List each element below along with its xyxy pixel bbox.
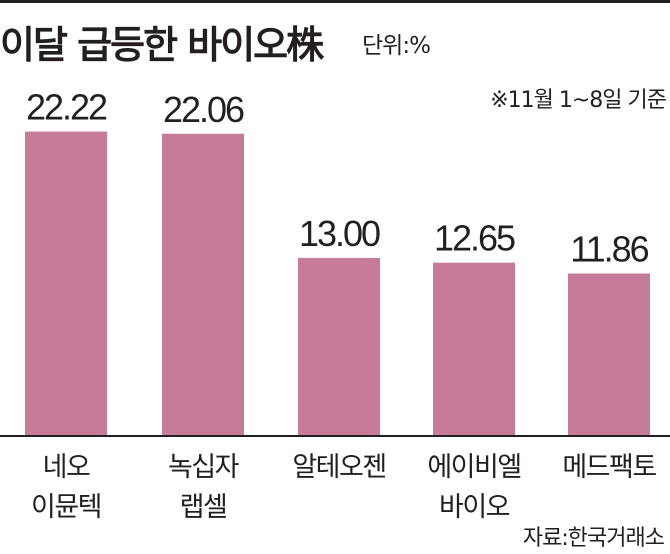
bar-5 bbox=[568, 273, 650, 436]
data-label-1: 22.22 bbox=[26, 87, 107, 128]
category-label-4-line-2: 바이오 bbox=[439, 492, 510, 523]
bars-group: 22.22 22.06 13.00 12.65 11.86 bbox=[25, 87, 651, 436]
bar-1 bbox=[25, 131, 107, 436]
data-label-2: 22.06 bbox=[163, 89, 244, 130]
chart-title: 이달 급등한 바이오株 bbox=[0, 23, 324, 67]
source-note: 자료:한국거래소 bbox=[522, 526, 665, 551]
period-note: ※11월 1~8일 기준 bbox=[490, 88, 667, 113]
category-label-3-line-1: 알테오젠 bbox=[292, 452, 385, 483]
bar-4 bbox=[433, 262, 515, 436]
data-label-3: 13.00 bbox=[299, 213, 380, 254]
category-label-1-line-2: 이뮨텍 bbox=[31, 492, 101, 523]
category-label-2-line-1: 녹십자 bbox=[168, 452, 240, 483]
bar-2 bbox=[162, 133, 244, 436]
category-label-2-line-2: 랩셀 bbox=[180, 492, 227, 523]
category-label-5-line-1: 메드팩토 bbox=[562, 452, 656, 483]
unit-label: 단위:% bbox=[362, 33, 431, 59]
data-label-4: 12.65 bbox=[434, 218, 515, 259]
bar-3 bbox=[298, 257, 380, 436]
category-label-1-line-1: 네오 bbox=[43, 452, 90, 483]
category-label-4-line-1: 에이비엘 bbox=[427, 452, 520, 483]
data-label-5: 11.86 bbox=[570, 229, 648, 270]
top-rule bbox=[0, 0, 670, 3]
